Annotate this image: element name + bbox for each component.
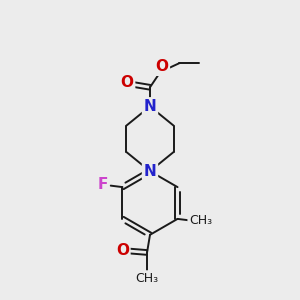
Text: O: O bbox=[121, 75, 134, 90]
Text: O: O bbox=[116, 244, 129, 259]
Text: N: N bbox=[144, 164, 156, 179]
Text: CH₃: CH₃ bbox=[136, 272, 159, 285]
Text: F: F bbox=[97, 177, 108, 192]
Text: CH₃: CH₃ bbox=[189, 214, 212, 227]
Text: O: O bbox=[155, 59, 168, 74]
Text: N: N bbox=[144, 99, 156, 114]
